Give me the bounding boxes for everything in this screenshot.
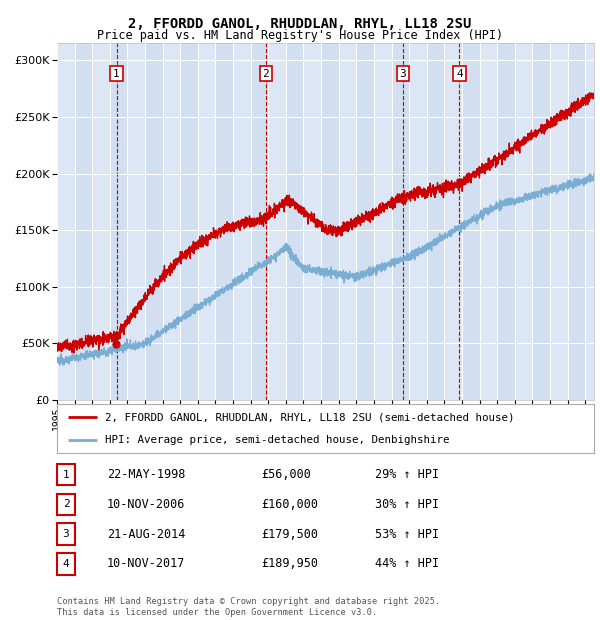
Bar	[110, 43, 127, 400]
Bar	[145, 43, 163, 400]
Bar	[462, 43, 479, 400]
Text: £179,500: £179,500	[261, 528, 318, 541]
Text: 3: 3	[62, 529, 70, 539]
Text: 2: 2	[262, 69, 269, 79]
Bar	[497, 43, 515, 400]
Text: Contains HM Land Registry data © Crown copyright and database right 2025.
This d: Contains HM Land Registry data © Crown c…	[57, 598, 440, 617]
Bar	[392, 43, 409, 400]
Text: 2, FFORDD GANOL, RHUDDLAN, RHYL, LL18 2SU: 2, FFORDD GANOL, RHUDDLAN, RHYL, LL18 2S…	[128, 17, 472, 30]
Text: 1: 1	[62, 469, 70, 480]
Text: 2, FFORDD GANOL, RHUDDLAN, RHYL, LL18 2SU (semi-detached house): 2, FFORDD GANOL, RHUDDLAN, RHYL, LL18 2S…	[106, 412, 515, 422]
Text: 4: 4	[62, 559, 70, 569]
Text: 10-NOV-2017: 10-NOV-2017	[107, 557, 185, 570]
Text: 2: 2	[62, 499, 70, 510]
Bar	[532, 43, 550, 400]
Text: 10-NOV-2006: 10-NOV-2006	[107, 498, 185, 511]
Text: 44% ↑ HPI: 44% ↑ HPI	[375, 557, 439, 570]
Text: 29% ↑ HPI: 29% ↑ HPI	[375, 468, 439, 481]
Bar	[74, 43, 92, 400]
Bar	[427, 43, 445, 400]
Text: 1: 1	[113, 69, 120, 79]
Text: HPI: Average price, semi-detached house, Denbighshire: HPI: Average price, semi-detached house,…	[106, 435, 450, 445]
Text: £160,000: £160,000	[261, 498, 318, 511]
Text: 4: 4	[456, 69, 463, 79]
Text: £189,950: £189,950	[261, 557, 318, 570]
Text: 30% ↑ HPI: 30% ↑ HPI	[375, 498, 439, 511]
Text: 21-AUG-2014: 21-AUG-2014	[107, 528, 185, 541]
Text: 3: 3	[400, 69, 406, 79]
Bar	[215, 43, 233, 400]
Bar	[321, 43, 339, 400]
Text: 22-MAY-1998: 22-MAY-1998	[107, 468, 185, 481]
Bar	[251, 43, 268, 400]
Text: Price paid vs. HM Land Registry's House Price Index (HPI): Price paid vs. HM Land Registry's House …	[97, 29, 503, 42]
Bar	[356, 43, 374, 400]
Text: £56,000: £56,000	[261, 468, 311, 481]
Bar	[180, 43, 198, 400]
Bar	[568, 43, 585, 400]
Text: 53% ↑ HPI: 53% ↑ HPI	[375, 528, 439, 541]
Bar	[286, 43, 304, 400]
